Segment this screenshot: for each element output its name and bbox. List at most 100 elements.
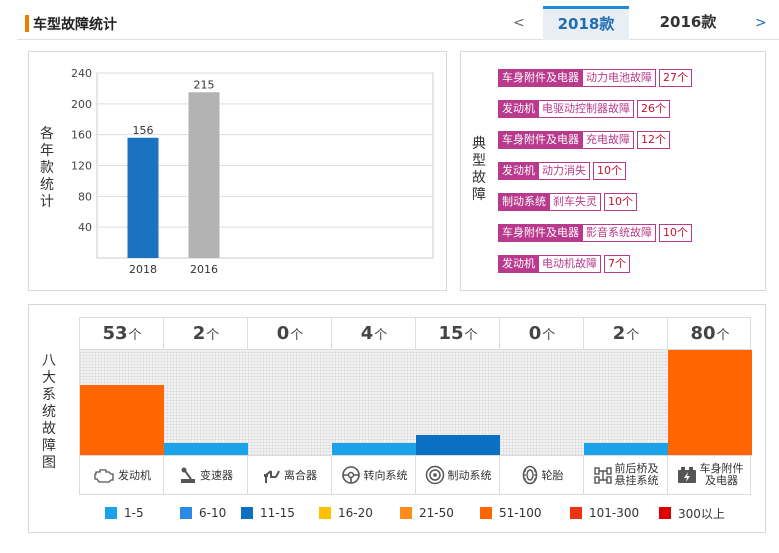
legend-swatch bbox=[480, 507, 492, 519]
system-count: 0个 bbox=[500, 318, 584, 350]
system-bar-area bbox=[80, 350, 164, 455]
y-tick-label: 160 bbox=[71, 129, 92, 142]
fault-name[interactable]: 影音系统故障 bbox=[583, 224, 656, 242]
gear-shift-icon bbox=[179, 466, 200, 484]
header: 车型故障统计 < 2018款 2016款 > bbox=[17, 6, 779, 40]
system-bar-area bbox=[668, 350, 752, 455]
next-arrow-icon[interactable]: > bbox=[755, 15, 767, 31]
fault-item: 制动系统 刹车失灵 10个 bbox=[498, 193, 637, 211]
legend-label: 300以上 bbox=[678, 506, 725, 521]
year-bar-chart: 40 80 120 160 200 240 156 2018 215 2016 bbox=[71, 67, 434, 276]
legend-item: 6-10 bbox=[180, 505, 226, 521]
fault-category[interactable]: 制动系统 bbox=[498, 193, 550, 211]
legend-swatch bbox=[400, 507, 412, 519]
system-count: 53个 bbox=[80, 318, 164, 350]
legend-swatch bbox=[659, 507, 671, 519]
y-tick-label: 120 bbox=[71, 160, 92, 173]
fault-category[interactable]: 车身附件及电器 bbox=[498, 131, 583, 149]
fault-item: 车身附件及电器 充电故障 12个 bbox=[498, 131, 670, 149]
prev-arrow-icon[interactable]: < bbox=[513, 15, 525, 31]
bar-2016 bbox=[188, 92, 220, 258]
system-count: 0个 bbox=[248, 318, 332, 350]
systems-grid: 53个 发动机 2个 变速器 0个 离合器 4个 转向系统 15个 制动系统 0个 轮胎 2个 前后桥及悬… bbox=[79, 317, 752, 495]
system-bar-area bbox=[416, 350, 500, 455]
fault-category[interactable]: 发动机 bbox=[498, 255, 539, 273]
tab-2018[interactable]: 2018款 bbox=[543, 6, 629, 40]
system-label[interactable]: 发动机 bbox=[80, 455, 164, 494]
battery-icon bbox=[677, 466, 700, 484]
fault-name[interactable]: 动力消失 bbox=[539, 162, 590, 180]
system-label[interactable]: 车身附件 及电器 bbox=[668, 455, 752, 494]
fault-category[interactable]: 发动机 bbox=[498, 100, 539, 118]
fault-item: 发动机 电动机故障 7个 bbox=[498, 255, 630, 273]
fault-count: 27个 bbox=[659, 69, 692, 87]
system-name: 车身附件 及电器 bbox=[699, 462, 744, 487]
fault-count: 10个 bbox=[659, 224, 692, 242]
system-label[interactable]: 离合器 bbox=[248, 455, 332, 494]
system-column: 2个变速器 bbox=[164, 318, 248, 494]
system-column: 15个制动系统 bbox=[416, 318, 500, 494]
system-bar-area bbox=[500, 350, 584, 455]
system-label[interactable]: 轮胎 bbox=[500, 455, 584, 494]
fault-name[interactable]: 电动机故障 bbox=[539, 255, 601, 273]
legend-label: 6-10 bbox=[199, 506, 227, 520]
tire-icon bbox=[521, 465, 542, 485]
system-bar-area bbox=[164, 350, 248, 455]
system-name: 发动机 bbox=[118, 469, 151, 482]
fault-category[interactable]: 发动机 bbox=[498, 162, 539, 180]
fault-count: 7个 bbox=[604, 255, 630, 273]
fault-name[interactable]: 充电故障 bbox=[583, 131, 634, 149]
system-column: 53个发动机 bbox=[80, 318, 164, 494]
system-name: 轮胎 bbox=[541, 469, 564, 482]
fault-count: 10个 bbox=[604, 193, 637, 211]
fault-count: 10个 bbox=[593, 162, 626, 180]
legend-label: 101-300 bbox=[589, 506, 640, 520]
fault-item: 车身附件及电器 影音系统故障 10个 bbox=[498, 224, 692, 242]
year-chart-panel: 各年款统计 40 80 120 160 200 240 156 2018 215 2016 bbox=[28, 51, 447, 291]
title-accent bbox=[25, 15, 29, 32]
system-name: 离合器 bbox=[284, 469, 317, 482]
eight-systems-panel: 八大系统故障图 53个 发动机 2个 变速器 0个 离合器 4个 转向系统 15个 制动系统 0个轮… bbox=[28, 304, 766, 533]
page-title: 车型故障统计 bbox=[33, 17, 117, 33]
systems-label: 八大系统故障图 bbox=[42, 353, 56, 471]
system-label[interactable]: 变速器 bbox=[164, 455, 248, 494]
legend-item: 1-5 bbox=[105, 505, 144, 521]
legend-item: 300以上 bbox=[659, 505, 725, 521]
system-count: 15个 bbox=[416, 318, 500, 350]
fault-category[interactable]: 车身附件及电器 bbox=[498, 69, 583, 87]
system-bar-area bbox=[332, 350, 416, 455]
tab-2016[interactable]: 2016款 bbox=[659, 13, 717, 31]
fault-name[interactable]: 动力电池故障 bbox=[583, 69, 656, 87]
fault-name[interactable]: 电驱动控制器故障 bbox=[539, 100, 634, 118]
y-tick-label: 80 bbox=[78, 190, 92, 203]
system-label[interactable]: 前后桥及 悬挂系统 bbox=[584, 455, 668, 494]
system-bar bbox=[584, 443, 668, 455]
clutch-icon bbox=[263, 466, 284, 484]
legend-item: 101-300 bbox=[570, 505, 639, 521]
legend-swatch bbox=[241, 507, 253, 519]
legend-item: 16-20 bbox=[319, 505, 373, 521]
fault-name[interactable]: 刹车失灵 bbox=[550, 193, 601, 211]
system-count: 2个 bbox=[584, 318, 668, 350]
faults-label: 典型故障 bbox=[472, 136, 486, 203]
system-count: 2个 bbox=[164, 318, 248, 350]
system-bar bbox=[332, 443, 416, 455]
legend-item: 51-100 bbox=[480, 505, 542, 521]
legend-swatch bbox=[180, 507, 192, 519]
legend-label: 51-100 bbox=[499, 506, 542, 520]
system-column: 80个 车身附件 及电器 bbox=[668, 318, 752, 494]
y-tick-label: 200 bbox=[71, 98, 92, 111]
system-column: 2个前后桥及 悬挂系统 bbox=[584, 318, 668, 494]
system-column: 0个轮胎 bbox=[500, 318, 584, 494]
typical-faults-panel: 典型故障 车身附件及电器 动力电池故障 27个 发动机 电驱动控制器故障 26个 车身附件及… bbox=[460, 51, 766, 291]
fault-category[interactable]: 车身附件及电器 bbox=[498, 224, 583, 242]
fault-count: 12个 bbox=[637, 131, 670, 149]
data-label: 215 bbox=[194, 78, 215, 91]
system-column: 4个 转向系统 bbox=[332, 318, 416, 494]
legend-item: 11-15 bbox=[241, 505, 295, 521]
fault-item: 发动机 动力消失 10个 bbox=[498, 162, 626, 180]
system-label[interactable]: 转向系统 bbox=[332, 455, 416, 494]
system-label[interactable]: 制动系统 bbox=[416, 455, 500, 494]
engine-icon bbox=[93, 467, 118, 483]
brake-disc-icon bbox=[425, 465, 448, 485]
